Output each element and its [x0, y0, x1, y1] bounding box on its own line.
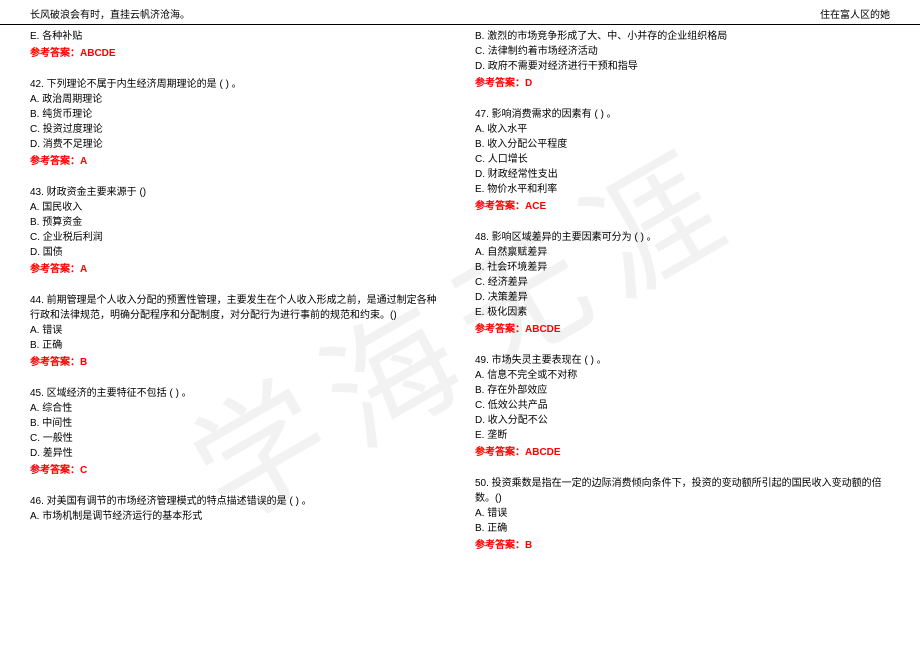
option-text: D. 政府不需要对经济进行干预和指导: [475, 59, 890, 74]
answer-line: 参考答案：ACE: [475, 199, 890, 214]
answer-line: 参考答案：B: [475, 538, 890, 553]
answer-line: 参考答案：ABCDE: [475, 322, 890, 337]
question-stem: 43. 财政资金主要来源于 (): [30, 185, 445, 200]
answer-line: 参考答案：A: [30, 262, 445, 277]
right-column: B. 激烈的市场竞争形成了大、中、小并存的企业组织格局 C. 法律制约着市场经济…: [460, 29, 890, 569]
question-block: 44. 前期管理是个人收入分配的预置性管理，主要发生在个人收入形成之前，是通过制…: [30, 293, 445, 370]
question-block: 48. 影响区域差异的主要因素可分为 ( ) 。 A. 自然禀赋差异 B. 社会…: [475, 230, 890, 337]
question-stem: 49. 市场失灵主要表现在 ( ) 。: [475, 353, 890, 368]
question-stem: 46. 对美国有调节的市场经济管理模式的特点描述错误的是 ( ) 。: [30, 494, 445, 509]
header-left: 长风破浪会有时，直挂云帆济沧海。: [30, 6, 190, 21]
option-text: E. 垄断: [475, 428, 890, 443]
question-block: E. 各种补贴 参考答案：ABCDE: [30, 29, 445, 61]
question-block: 42. 下列理论不属于内生经济周期理论的是 ( ) 。 A. 政治周期理论 B.…: [30, 77, 445, 169]
option-text: C. 企业税后利润: [30, 230, 445, 245]
option-text: A. 政治周期理论: [30, 92, 445, 107]
option-text: C. 人口增长: [475, 152, 890, 167]
option-text: D. 财政经常性支出: [475, 167, 890, 182]
option-text: B. 正确: [475, 521, 890, 536]
option-text: E. 各种补贴: [30, 29, 445, 44]
option-text: E. 极化因素: [475, 305, 890, 320]
answer-line: 参考答案：A: [30, 154, 445, 169]
option-text: D. 差异性: [30, 446, 445, 461]
option-text: A. 收入水平: [475, 122, 890, 137]
question-stem: 45. 区域经济的主要特征不包括 ( ) 。: [30, 386, 445, 401]
option-text: B. 社会环境差异: [475, 260, 890, 275]
answer-line: 参考答案：ABCDE: [475, 445, 890, 460]
content-area: E. 各种补贴 参考答案：ABCDE 42. 下列理论不属于内生经济周期理论的是…: [0, 25, 920, 573]
option-text: E. 物价水平和利率: [475, 182, 890, 197]
option-text: D. 决策差异: [475, 290, 890, 305]
option-text: A. 市场机制是调节经济运行的基本形式: [30, 509, 445, 524]
option-text: C. 低效公共产品: [475, 398, 890, 413]
question-block: 46. 对美国有调节的市场经济管理模式的特点描述错误的是 ( ) 。 A. 市场…: [30, 494, 445, 524]
option-text: B. 激烈的市场竞争形成了大、中、小并存的企业组织格局: [475, 29, 890, 44]
page-header: 长风破浪会有时，直挂云帆济沧海。 住在富人区的她: [0, 0, 920, 25]
question-block: 50. 投资乘数是指在一定的边际消费倾向条件下，投资的变动额所引起的国民收入变动…: [475, 476, 890, 553]
option-text: B. 收入分配公平程度: [475, 137, 890, 152]
question-stem: 50. 投资乘数是指在一定的边际消费倾向条件下，投资的变动额所引起的国民收入变动…: [475, 476, 890, 506]
option-text: C. 法律制约着市场经济活动: [475, 44, 890, 59]
left-column: E. 各种补贴 参考答案：ABCDE 42. 下列理论不属于内生经济周期理论的是…: [30, 29, 460, 569]
option-text: B. 纯货币理论: [30, 107, 445, 122]
option-text: A. 自然禀赋差异: [475, 245, 890, 260]
question-stem: 42. 下列理论不属于内生经济周期理论的是 ( ) 。: [30, 77, 445, 92]
option-text: A. 错误: [30, 323, 445, 338]
header-right: 住在富人区的她: [820, 6, 890, 21]
question-block: 47. 影响消费需求的因素有 ( ) 。 A. 收入水平 B. 收入分配公平程度…: [475, 107, 890, 214]
question-stem: 47. 影响消费需求的因素有 ( ) 。: [475, 107, 890, 122]
option-text: A. 国民收入: [30, 200, 445, 215]
question-block: B. 激烈的市场竞争形成了大、中、小并存的企业组织格局 C. 法律制约着市场经济…: [475, 29, 890, 91]
option-text: B. 正确: [30, 338, 445, 353]
option-text: B. 存在外部效应: [475, 383, 890, 398]
option-text: A. 信息不完全或不对称: [475, 368, 890, 383]
option-text: B. 预算资金: [30, 215, 445, 230]
option-text: D. 国债: [30, 245, 445, 260]
question-block: 43. 财政资金主要来源于 () A. 国民收入 B. 预算资金 C. 企业税后…: [30, 185, 445, 277]
question-stem: 44. 前期管理是个人收入分配的预置性管理，主要发生在个人收入形成之前，是通过制…: [30, 293, 445, 323]
option-text: C. 经济差异: [475, 275, 890, 290]
option-text: C. 一般性: [30, 431, 445, 446]
option-text: D. 消费不足理论: [30, 137, 445, 152]
answer-line: 参考答案：ABCDE: [30, 46, 445, 61]
answer-line: 参考答案：B: [30, 355, 445, 370]
question-stem: 48. 影响区域差异的主要因素可分为 ( ) 。: [475, 230, 890, 245]
option-text: B. 中间性: [30, 416, 445, 431]
option-text: D. 收入分配不公: [475, 413, 890, 428]
option-text: C. 投资过度理论: [30, 122, 445, 137]
question-block: 49. 市场失灵主要表现在 ( ) 。 A. 信息不完全或不对称 B. 存在外部…: [475, 353, 890, 460]
answer-line: 参考答案：C: [30, 463, 445, 478]
option-text: A. 错误: [475, 506, 890, 521]
question-block: 45. 区域经济的主要特征不包括 ( ) 。 A. 综合性 B. 中间性 C. …: [30, 386, 445, 478]
option-text: A. 综合性: [30, 401, 445, 416]
answer-line: 参考答案：D: [475, 76, 890, 91]
